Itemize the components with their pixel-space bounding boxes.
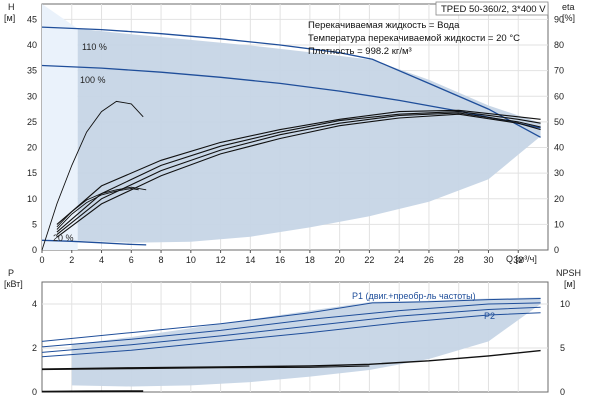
- power-region: [71, 297, 541, 387]
- head-series-2: [41, 239, 147, 246]
- head-y-left-label-line2: [м]: [4, 13, 15, 23]
- head-y-left-tick-label: 10: [27, 194, 37, 204]
- head-y-right-tick-label: 70: [554, 66, 564, 76]
- power-series-6: [41, 390, 144, 393]
- head-y-left-tick-label: 45: [27, 14, 37, 24]
- head-series-0: [41, 26, 541, 138]
- head-y-right-tick-label: 50: [554, 117, 564, 127]
- head-y-right-label-line2: [%]: [562, 13, 575, 23]
- power-operating-region: [71, 297, 541, 387]
- head-x-tick-label: 26: [424, 255, 434, 265]
- title-box: [435, 1, 549, 16]
- head-x-tick-label: 2: [69, 255, 74, 265]
- head-x-tick-label: 8: [159, 255, 164, 265]
- power-y-right-label-line2: [м]: [564, 279, 575, 289]
- head-x-tick-label: 10: [186, 255, 196, 265]
- head-y-right-tick-label: 20: [554, 194, 564, 204]
- head-y-left-tick-label: 0: [32, 245, 37, 255]
- head-x-tick-label: 16: [275, 255, 285, 265]
- power-series: [41, 298, 541, 393]
- head-series-8: [56, 112, 541, 236]
- head-y-left-label-line1: H: [8, 2, 15, 12]
- power-series-4: [41, 349, 541, 370]
- head-y-right-tick-label: 40: [554, 143, 564, 153]
- power-y-left-label-line1: P: [8, 268, 14, 278]
- head-series-1: [41, 64, 541, 129]
- chart-title: TPED 50-360/2, 3*400 V: [441, 4, 546, 15]
- head-series-9: [56, 113, 541, 238]
- curve-label-20: 20 %: [53, 233, 74, 243]
- power-series-5: [41, 365, 370, 371]
- head-y-left-tick-label: 30: [27, 91, 37, 101]
- power-y-left-tick-label: 2: [32, 343, 37, 353]
- head-x-tick-label: 22: [364, 255, 374, 265]
- head-y-right-label-line1: eta: [562, 2, 575, 12]
- head-y-left-tick-label: 15: [27, 168, 37, 178]
- head-x-tick-label: 12: [216, 255, 226, 265]
- power-series-3: [41, 312, 541, 358]
- head-y-right-tick-label: 80: [554, 40, 564, 50]
- head-y-left-ticks: 0 5 10 15 20 25 30 35 40 45: [27, 14, 37, 255]
- head-x-tick-label: 14: [245, 255, 255, 265]
- power-y-right-label-line1: NPSH: [556, 268, 581, 278]
- head-y-right-tick-label: 90: [554, 14, 564, 24]
- head-x-tick-label: 20: [335, 255, 345, 265]
- head-series-7: [56, 111, 541, 233]
- head-series-3: [41, 100, 144, 251]
- head-y-right-tick-label: 30: [554, 168, 564, 178]
- power-y-left-tick-label: 4: [32, 299, 37, 309]
- power-y-right-ticks: 0 5 10: [560, 299, 570, 397]
- power-y-left-label-line2: [кВт]: [4, 279, 23, 289]
- series-label-p1: P1 (двиг.+преобр-ль частоты): [352, 291, 476, 301]
- head-x-tick-label: 6: [129, 255, 134, 265]
- head-x-tick-label: 0: [39, 255, 44, 265]
- power-series-0: [41, 298, 541, 342]
- power-y-right-tick-label: 10: [560, 299, 570, 309]
- info-line-density: Плотность = 998.2 кг/м³: [308, 46, 412, 57]
- series-label-p2: P2: [484, 311, 495, 321]
- power-panel: 0 2 4 0 5 10 P [кВт] NPSH [м] P1 (двиг.+прео…: [4, 268, 581, 397]
- head-y-left-tick-label: 40: [27, 40, 37, 50]
- head-x-tick-label: 4: [99, 255, 104, 265]
- head-x-tick-label: 24: [394, 255, 404, 265]
- info-line-temperature: Температура перекачиваемой жидкости = 20…: [308, 33, 520, 44]
- power-y-left-ticks: 0 2 4: [32, 299, 37, 397]
- power-series-2: [41, 306, 541, 353]
- head-y-right-ticks: 0 10 20 30 40 50 60 70 80 90: [554, 14, 564, 255]
- head-panel: 0 2 4 6 8 10 12 14 16 18 20 22 24 26 28 30 32 0510152025…: [4, 1, 575, 265]
- power-y-left-tick-label: 0: [32, 387, 37, 397]
- head-x-tick-label: 18: [305, 255, 315, 265]
- head-x-tick-label: 32: [513, 255, 523, 265]
- head-y-left-tick-label: 25: [27, 117, 37, 127]
- head-y-left-tick-label: 20: [27, 143, 37, 153]
- head-series: [41, 26, 541, 251]
- curve-label-100: 100 %: [80, 75, 106, 85]
- head-y-right-tick-label: 0: [554, 245, 559, 255]
- head-series-6: [56, 109, 541, 225]
- head-y-right-tick-label: 60: [554, 91, 564, 101]
- head-series-4: [56, 188, 139, 230]
- info-line-fluid: Перекачиваемая жидкость = Вода: [308, 20, 460, 31]
- head-y-left-tick-label: 5: [32, 219, 37, 229]
- curve-label-110: 110 %: [82, 42, 107, 52]
- head-x-tick-label: 28: [454, 255, 464, 265]
- head-y-right-tick-label: 10: [554, 219, 564, 229]
- power-y-right-tick-label: 5: [560, 343, 565, 353]
- head-x-ticks: 0 2 4 6 8 10 12 14 16 18 20 22 24 26 28 30 32: [39, 250, 523, 265]
- head-x-label: Q [м³/ч]: [506, 254, 537, 264]
- head-y-left-tick-label: 35: [27, 66, 37, 76]
- power-series-1: [41, 302, 541, 348]
- head-x-tick-label: 30: [483, 255, 493, 265]
- power-y-right-tick-label: 0: [560, 387, 565, 397]
